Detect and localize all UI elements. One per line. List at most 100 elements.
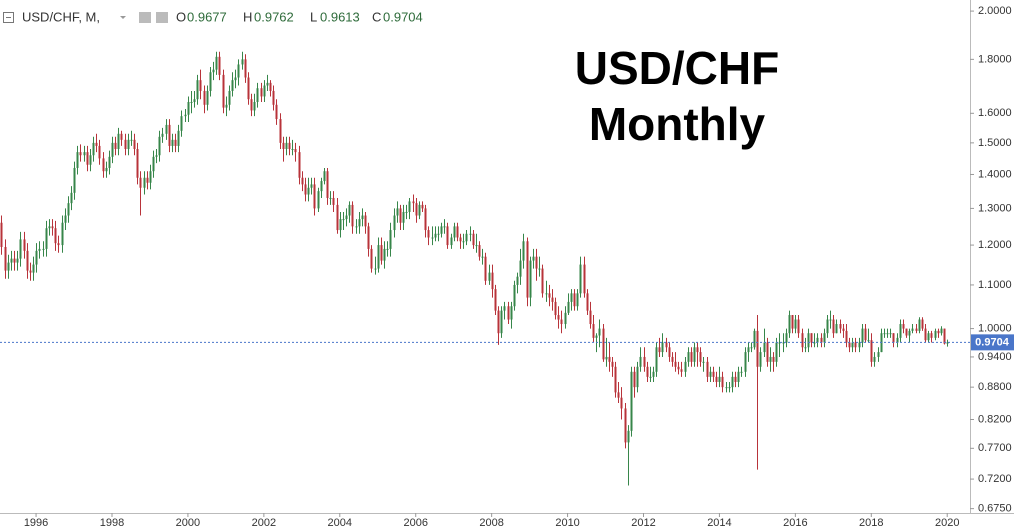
candle-body: [564, 312, 567, 325]
candle-body: [355, 226, 358, 228]
candle-body: [336, 204, 339, 231]
x-tick-label: 2014: [707, 517, 731, 529]
y-tick-label: 1.6000: [978, 107, 1012, 119]
candle-body: [940, 328, 943, 334]
candle-body: [358, 219, 361, 227]
candle-body: [804, 347, 807, 349]
candle-body: [326, 171, 329, 198]
candle-body: [424, 208, 427, 231]
dropdown-caret[interactable]: [120, 16, 126, 19]
candle-body: [497, 310, 500, 334]
candle-body: [405, 211, 408, 213]
candle-body: [889, 333, 892, 335]
x-tick-label: 1998: [100, 517, 124, 529]
candle-body: [124, 139, 127, 150]
price-label-box: [971, 334, 1014, 351]
candle-body: [130, 139, 133, 141]
chart-subtitle: Monthly: [589, 98, 766, 150]
candle-body: [158, 136, 161, 156]
plot-area: [0, 51, 949, 486]
candle-body: [699, 352, 702, 362]
candle-body: [222, 74, 225, 108]
candle-body: [832, 319, 835, 334]
candle-body: [766, 342, 769, 362]
candle-body: [263, 85, 266, 97]
candle-body: [750, 347, 753, 349]
candle-body: [133, 139, 136, 150]
candle-body: [393, 215, 396, 231]
candle-body: [332, 197, 335, 205]
candle-body: [794, 319, 797, 329]
ohlc-key: L: [310, 9, 317, 24]
candle-body: [73, 167, 76, 193]
y-tick-label: 0.9400: [978, 351, 1012, 363]
candle-body: [323, 171, 326, 182]
x-tick-label: 2012: [631, 517, 655, 529]
candle-body: [747, 347, 750, 353]
candle-body: [459, 237, 462, 242]
candle-body: [228, 90, 231, 105]
candle-body: [89, 155, 92, 165]
candle-body: [927, 333, 930, 341]
candle-body: [624, 408, 627, 443]
candle-body: [684, 361, 687, 372]
candle-body: [731, 376, 734, 388]
candle-body: [507, 306, 510, 320]
ohlc-value: 0.9704: [383, 9, 423, 24]
candle-body: [826, 319, 829, 334]
candle-body: [177, 130, 180, 146]
candle-body: [943, 328, 946, 344]
settings-button[interactable]: [156, 12, 168, 23]
candle-body: [13, 258, 16, 263]
candle-body: [788, 315, 791, 334]
candle-body: [342, 219, 345, 221]
candle-body: [291, 149, 294, 151]
collapse-button[interactable]: [3, 12, 14, 23]
candle-body: [443, 226, 446, 228]
symbol-label: USD/CHF, M,: [22, 9, 100, 24]
candle-body: [665, 342, 668, 348]
candle-body: [759, 352, 762, 367]
candle-body: [734, 376, 737, 382]
candle-body: [709, 371, 712, 377]
candle-body: [237, 64, 240, 78]
candle-body: [570, 293, 573, 302]
candle-body: [408, 201, 411, 212]
candle-body: [807, 333, 810, 348]
candle-body: [370, 248, 373, 269]
candle-body: [386, 248, 389, 250]
candle-body: [646, 366, 649, 377]
candle-body: [608, 356, 611, 362]
candle-body: [636, 366, 639, 388]
candle-body: [902, 324, 905, 329]
candle-body: [4, 246, 7, 271]
candle-body: [64, 215, 67, 223]
candle-body: [127, 139, 130, 150]
candle-body: [791, 315, 794, 329]
candle-body: [415, 203, 418, 216]
candle-body: [247, 77, 250, 100]
candle-body: [946, 342, 949, 344]
candle-body: [19, 239, 22, 259]
candle-body: [560, 319, 563, 325]
candle-body: [877, 352, 880, 357]
candle-body: [203, 90, 206, 105]
candle-body: [848, 342, 851, 348]
y-tick-label: 1.3000: [978, 202, 1012, 214]
candle-body: [418, 204, 421, 216]
candle-body: [136, 149, 139, 178]
candle-body: [586, 293, 589, 311]
y-tick-label: 1.2000: [978, 239, 1012, 251]
candle-body: [728, 387, 731, 389]
candle-body: [35, 250, 38, 265]
candle-body: [886, 333, 889, 335]
candle-body: [83, 152, 86, 156]
candle-body: [16, 258, 19, 263]
candle-body: [95, 142, 98, 146]
candle-body: [639, 356, 642, 367]
candle-body: [816, 337, 819, 343]
visibility-button[interactable]: [139, 12, 151, 23]
candle-body: [212, 69, 215, 73]
candle-body: [108, 156, 111, 168]
candle-body: [782, 342, 785, 344]
